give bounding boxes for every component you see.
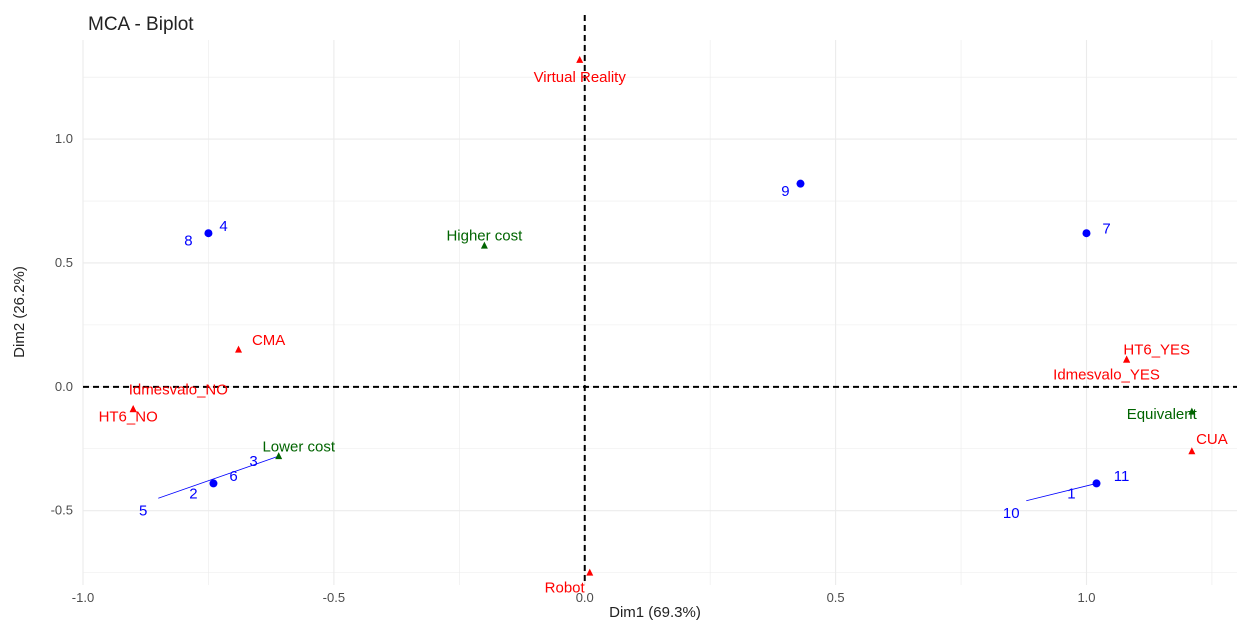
individual-label: 2 bbox=[189, 485, 197, 502]
individual-point bbox=[1082, 229, 1091, 238]
individual-point bbox=[209, 479, 218, 488]
variable-label: HT6_YES bbox=[1123, 342, 1190, 359]
x-tick-label: 0.0 bbox=[576, 590, 594, 605]
variable-point bbox=[129, 405, 137, 413]
individual-label: 10 bbox=[1003, 505, 1020, 522]
variable-point bbox=[586, 568, 594, 576]
variable-label: Lower cost bbox=[262, 438, 335, 455]
variable-label: HT6_NO bbox=[99, 409, 158, 426]
variable-label: Idmesvalo_YES bbox=[1053, 366, 1160, 383]
y-tick-label: 0.5 bbox=[55, 255, 73, 270]
variable-point bbox=[1188, 407, 1196, 415]
x-axis-label: Dim1 (69.3%) bbox=[609, 604, 701, 621]
individual-label: 6 bbox=[229, 468, 237, 485]
variable-label: CUA bbox=[1196, 431, 1228, 448]
x-tick-label: 0.5 bbox=[827, 590, 845, 605]
connector-line bbox=[1026, 483, 1097, 502]
variable-point bbox=[1188, 447, 1196, 455]
individual-point bbox=[796, 179, 805, 188]
x-tick-label: -1.0 bbox=[72, 590, 94, 605]
variable-point bbox=[235, 345, 243, 353]
variable-label: Equivalent bbox=[1127, 406, 1198, 423]
variable-label: Robot bbox=[545, 579, 586, 596]
data-points bbox=[129, 55, 1196, 576]
variable-label: Higher cost bbox=[446, 228, 523, 245]
individual-label: 5 bbox=[139, 503, 147, 520]
y-axis-label: Dim2 (26.2%) bbox=[11, 266, 28, 358]
y-tick-label: -0.5 bbox=[51, 503, 73, 518]
individual-label: 11 bbox=[1114, 468, 1130, 485]
chart-title: MCA - Biplot bbox=[88, 14, 194, 35]
variable-point bbox=[480, 241, 488, 249]
individual-label: 4 bbox=[219, 218, 227, 235]
variable-point bbox=[1123, 355, 1131, 363]
individual-label: 8 bbox=[184, 233, 192, 250]
individual-point bbox=[1092, 479, 1101, 488]
y-tick-label: 1.0 bbox=[55, 131, 73, 146]
connector-line bbox=[158, 455, 279, 499]
y-tick-label: 0.0 bbox=[55, 379, 73, 394]
individual-label: 3 bbox=[249, 453, 257, 470]
variable-point bbox=[576, 55, 584, 63]
individual-label: 9 bbox=[781, 183, 789, 200]
variable-label: Idmesvalo_NO bbox=[129, 381, 228, 398]
x-tick-label: 1.0 bbox=[1077, 590, 1095, 605]
grid bbox=[82, 40, 1237, 585]
variable-label: Virtual Reality bbox=[534, 69, 627, 86]
individual-label: 1 bbox=[1067, 485, 1075, 502]
variable-label: CMA bbox=[252, 332, 285, 349]
y-axis-ticks: -0.5 0.0 0.5 1.0 bbox=[51, 131, 73, 518]
reference-axes bbox=[83, 15, 1237, 585]
variable-point bbox=[275, 452, 283, 460]
x-tick-label: -0.5 bbox=[323, 590, 345, 605]
individual-label: 7 bbox=[1102, 220, 1110, 237]
connector-lines bbox=[158, 455, 1097, 502]
individual-point bbox=[204, 229, 213, 238]
x-axis-ticks: -1.0 -0.5 0.0 0.5 1.0 bbox=[72, 590, 1096, 605]
